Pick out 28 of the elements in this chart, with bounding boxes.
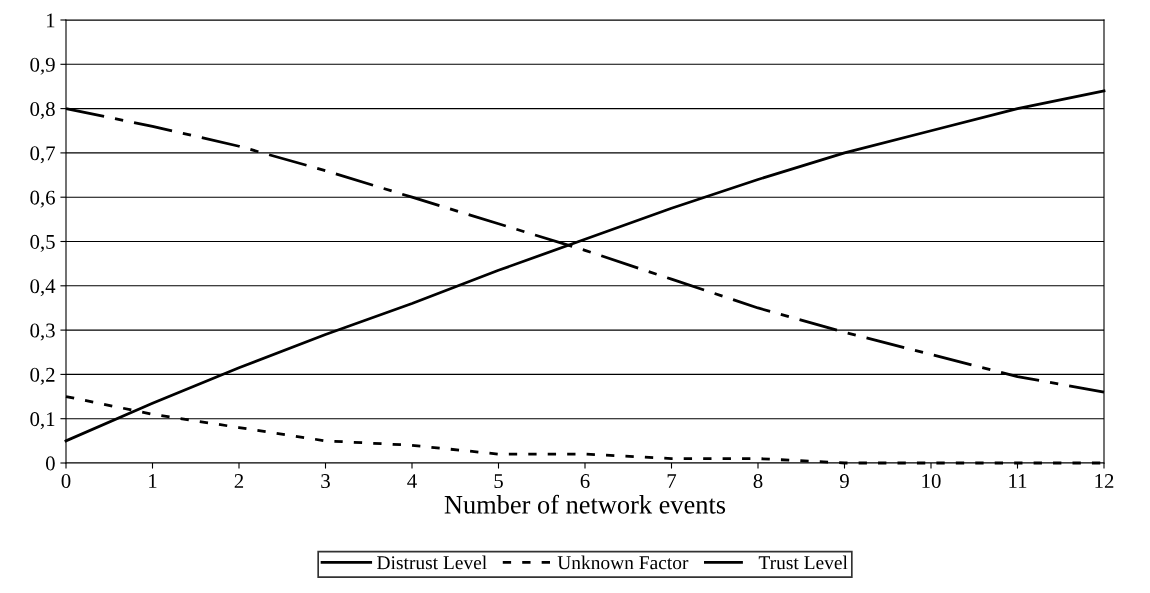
x-tick-label: 4 [407, 474, 417, 488]
x-tick-label: 3 [321, 474, 330, 489]
y-tick-label: 0,4 [30, 279, 56, 297]
y-tick-label: 0,5 [30, 234, 55, 252]
legend-label: Distrust Level [377, 555, 487, 570]
y-tick-label: 1 [47, 13, 55, 28]
x-tick-label: 0 [61, 474, 71, 489]
legend-label: Unknown Factor [557, 555, 689, 570]
x-tick-label: 6 [580, 474, 590, 489]
x-tick-label: 1 [149, 474, 157, 488]
y-tick-label: 0 [45, 456, 55, 471]
y-tick-label: 0,6 [30, 190, 55, 208]
y-tick-label: 0,8 [30, 101, 55, 120]
x-axis-title: Number of network events [444, 494, 726, 514]
x-tick-label: 2 [234, 474, 244, 488]
y-tick-label: 0,2 [30, 367, 55, 385]
legend-label: Trust Level [758, 555, 848, 570]
x-tick-label: 8 [753, 474, 763, 489]
x-tick-label: 10 [922, 474, 941, 489]
y-tick-label: 0,1 [30, 412, 55, 430]
x-tick-label: 5 [494, 474, 503, 489]
x-tick-label: 7 [667, 474, 677, 488]
x-tick-label: 12 [1095, 474, 1114, 488]
y-tick-label: 0,3 [30, 323, 55, 341]
y-tick-label: 0,7 [30, 146, 55, 164]
y-tick-label: 0,9 [30, 57, 55, 75]
x-tick-label: 9 [839, 474, 849, 489]
x-tick-label: 11 [1009, 474, 1027, 488]
